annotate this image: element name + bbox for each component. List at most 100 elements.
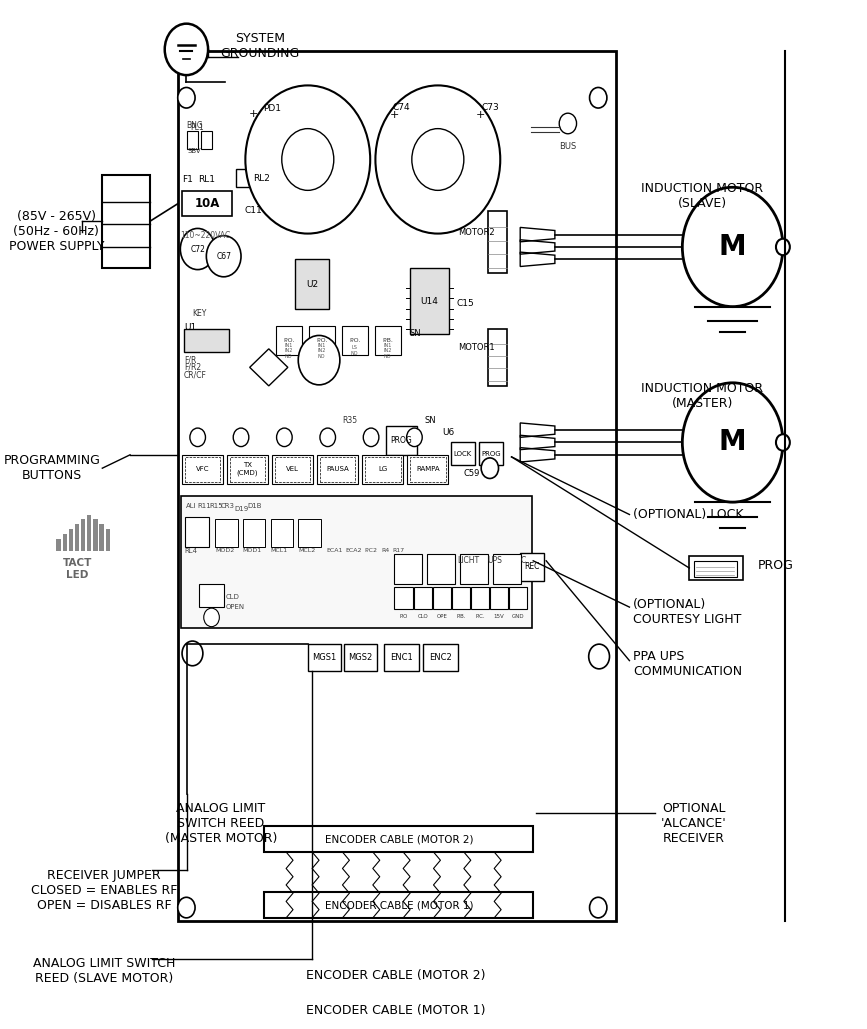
FancyBboxPatch shape [56,539,61,551]
Text: INDUCTION MOTOR
(MASTER): INDUCTION MOTOR (MASTER) [642,382,763,411]
FancyBboxPatch shape [298,519,321,547]
Text: ALI: ALI [186,503,197,509]
Text: OPE: OPE [436,614,447,619]
Circle shape [180,228,215,270]
FancyBboxPatch shape [344,644,377,671]
FancyBboxPatch shape [201,131,212,149]
FancyBboxPatch shape [386,426,417,455]
FancyBboxPatch shape [62,534,67,551]
FancyBboxPatch shape [276,326,302,355]
Text: MOTOR2: MOTOR2 [458,228,494,237]
Circle shape [682,187,783,307]
Text: UPS: UPS [487,557,502,565]
Text: ENC2: ENC2 [429,653,452,662]
Text: RL1: RL1 [198,175,215,183]
Text: TX
(CMD): TX (CMD) [237,462,258,476]
Text: VEL: VEL [286,466,299,472]
FancyBboxPatch shape [236,169,288,187]
Text: KEY: KEY [192,310,207,318]
FancyBboxPatch shape [451,442,475,465]
Text: LS
NO: LS NO [351,346,358,356]
Text: BUS: BUS [559,142,577,150]
Text: ENCODER CABLE (MOTOR 1): ENCODER CABLE (MOTOR 1) [306,1004,486,1017]
Text: MCL2: MCL2 [298,548,316,553]
Circle shape [407,428,422,447]
Text: PPA UPS
COMMUNICATION: PPA UPS COMMUNICATION [633,649,742,678]
Text: PROGRAMMING
BUTTONS: PROGRAMMING BUTTONS [3,454,101,483]
Circle shape [363,428,379,447]
Circle shape [375,85,500,234]
Circle shape [206,236,241,277]
Text: C15: C15 [457,299,474,308]
Text: P.B.: P.B. [382,339,393,343]
FancyBboxPatch shape [102,175,150,268]
Circle shape [776,434,790,451]
FancyBboxPatch shape [460,554,488,584]
Circle shape [178,897,195,918]
FancyBboxPatch shape [178,51,616,921]
Text: +: + [249,109,258,119]
FancyBboxPatch shape [68,529,73,551]
Circle shape [233,428,249,447]
Text: D1B: D1B [247,503,262,509]
Text: PL1: PL1 [191,123,205,132]
Text: U1: U1 [184,323,196,331]
Text: P.O.: P.O. [283,339,295,343]
Text: PROG: PROG [758,560,794,572]
Text: SN: SN [425,417,436,425]
Text: CR/CF: CR/CF [184,370,206,379]
FancyBboxPatch shape [490,587,508,609]
FancyBboxPatch shape [81,520,85,551]
Text: R15: R15 [210,503,224,509]
Text: LED: LED [66,570,88,580]
FancyBboxPatch shape [271,519,293,547]
Text: (OPTIONAL) LOCK: (OPTIONAL) LOCK [633,508,743,521]
Circle shape [245,85,370,234]
Text: F1: F1 [182,175,193,183]
Text: MOD1: MOD1 [243,548,262,553]
FancyBboxPatch shape [342,326,368,355]
Text: U2: U2 [306,280,318,288]
Text: D19: D19 [234,506,248,512]
FancyBboxPatch shape [275,457,310,482]
Text: R4: R4 [381,548,390,553]
Circle shape [776,239,790,255]
Text: C72: C72 [190,245,205,253]
Circle shape [165,24,208,75]
Circle shape [182,641,203,666]
Text: C: C [520,557,525,565]
Circle shape [590,897,607,918]
FancyBboxPatch shape [264,826,533,852]
FancyBboxPatch shape [423,644,458,671]
Text: MOD2: MOD2 [215,548,234,553]
Text: 10A: 10A [194,198,220,210]
FancyBboxPatch shape [94,520,98,551]
FancyBboxPatch shape [187,131,198,149]
Text: P.O.: P.O. [349,339,361,343]
Text: PROG: PROG [481,451,500,457]
Text: (85V - 265V)
(50Hz - 60Hz)
POWER SUPPLY: (85V - 265V) (50Hz - 60Hz) POWER SUPPLY [9,210,104,253]
FancyBboxPatch shape [407,455,448,484]
Text: CR3: CR3 [221,503,235,509]
Text: IN1
IN2
NO: IN1 IN2 NO [383,343,392,359]
FancyBboxPatch shape [375,326,401,355]
Text: VFC: VFC [196,466,209,472]
FancyBboxPatch shape [100,524,104,551]
Text: SBV: SBV [187,148,201,154]
FancyBboxPatch shape [509,587,527,609]
Text: PD1: PD1 [263,104,281,112]
FancyBboxPatch shape [184,329,229,352]
Text: IN1
IN2
NO: IN1 IN2 NO [317,343,326,359]
Text: RAMPA: RAMPA [416,466,440,472]
Text: MOTOR1: MOTOR1 [458,344,494,352]
Circle shape [298,335,340,385]
FancyBboxPatch shape [410,457,446,482]
Circle shape [320,428,336,447]
Circle shape [481,458,499,478]
Text: P.O: P.O [400,614,407,619]
FancyBboxPatch shape [479,442,503,465]
FancyBboxPatch shape [272,455,313,484]
Text: MCL1: MCL1 [271,548,288,553]
FancyBboxPatch shape [230,457,265,482]
Text: BNG: BNG [186,121,203,130]
